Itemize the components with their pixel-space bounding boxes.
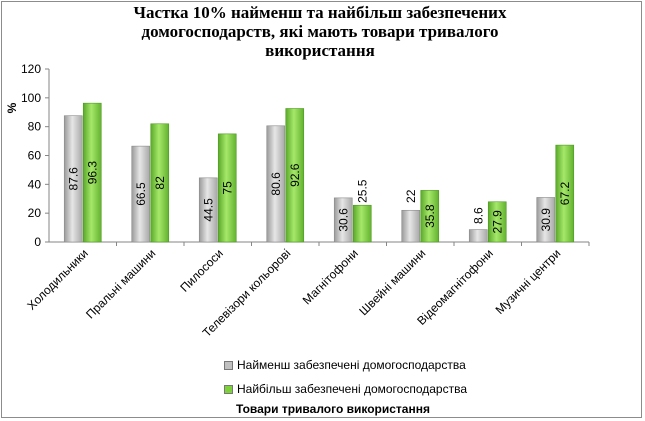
y-tick-label: 40 [28, 177, 42, 191]
chart-title-line-2: домогосподарств, які мають товари тривал… [141, 22, 499, 41]
data-label: 80.6 [269, 172, 283, 196]
data-label: 87.6 [66, 167, 80, 191]
data-label: 22 [404, 189, 418, 203]
bar-series-1 [131, 145, 151, 243]
bar-series-2 [285, 108, 305, 243]
bar-series-2 [420, 190, 440, 243]
y-tick-label: 20 [28, 206, 42, 220]
legend-item-series-2: Найбільш забезпечені домогосподарства [224, 382, 467, 396]
data-label: 66.5 [134, 182, 148, 206]
y-tick-label: 100 [21, 91, 41, 105]
bar-series-2 [150, 123, 170, 243]
bar-series-1 [536, 197, 556, 243]
x-tick-label: Магнітофони [300, 246, 361, 307]
bar-series-1 [333, 197, 353, 243]
y-axis-title: % [5, 102, 19, 113]
data-label: 35.8 [423, 204, 437, 228]
legend-label-series-1: Найменш забезпечені домогосподарства [237, 358, 466, 372]
bar-series-2 [352, 204, 372, 243]
x-tick-label: Швейні машини [356, 246, 428, 318]
legend-label-series-2: Найбільш забезпечені домогосподарства [237, 382, 468, 396]
bar-series-1 [468, 229, 488, 243]
x-tick-label: Холодильники [24, 246, 91, 313]
bar-series-1 [198, 177, 218, 243]
data-label: 27.9 [490, 210, 504, 234]
chart-title-line-1: Частка 10% найменш та найбільш забезпече… [133, 3, 507, 22]
legend-swatch-gray [224, 360, 233, 370]
data-label: 96.3 [85, 161, 99, 185]
bar-series-1 [63, 115, 83, 243]
data-label: 82 [153, 176, 167, 190]
y-tick-label: 60 [28, 149, 42, 163]
x-tick-label: Пилососи [177, 246, 226, 295]
bar-series-2 [82, 102, 102, 243]
chart-title-line-3: використання [265, 41, 375, 60]
x-tick-label: Відеомагнітофони [414, 246, 496, 328]
legend-item-series-1: Найменш забезпечені домогосподарства [224, 358, 466, 372]
x-tick-label: Музичні центри [493, 246, 564, 317]
bar-series-2 [555, 144, 575, 243]
data-label: 44.5 [201, 198, 215, 222]
data-label: 92.6 [288, 163, 302, 187]
data-label: 8.6 [471, 207, 485, 224]
chart-title: Частка 10% найменш та найбільш забезпече… [70, 3, 570, 60]
x-axis-title: Товари тривалого використання [236, 402, 430, 416]
data-label: 30.6 [336, 208, 350, 232]
legend-swatch-green [224, 384, 233, 394]
y-tick-label: 120 [21, 62, 41, 76]
bar-series-2 [487, 201, 507, 243]
y-tick-label: 80 [28, 120, 42, 134]
bar-series-1 [266, 125, 286, 243]
data-label: 30.9 [539, 208, 553, 232]
bar-series-2 [217, 133, 237, 243]
bar-series-1 [401, 209, 421, 243]
data-label: 75 [220, 181, 234, 195]
x-tick-label: Пральні машини [83, 246, 158, 321]
data-label: 67.2 [558, 182, 572, 206]
data-label: 25.5 [355, 179, 369, 203]
y-tick-label: 0 [34, 235, 41, 249]
